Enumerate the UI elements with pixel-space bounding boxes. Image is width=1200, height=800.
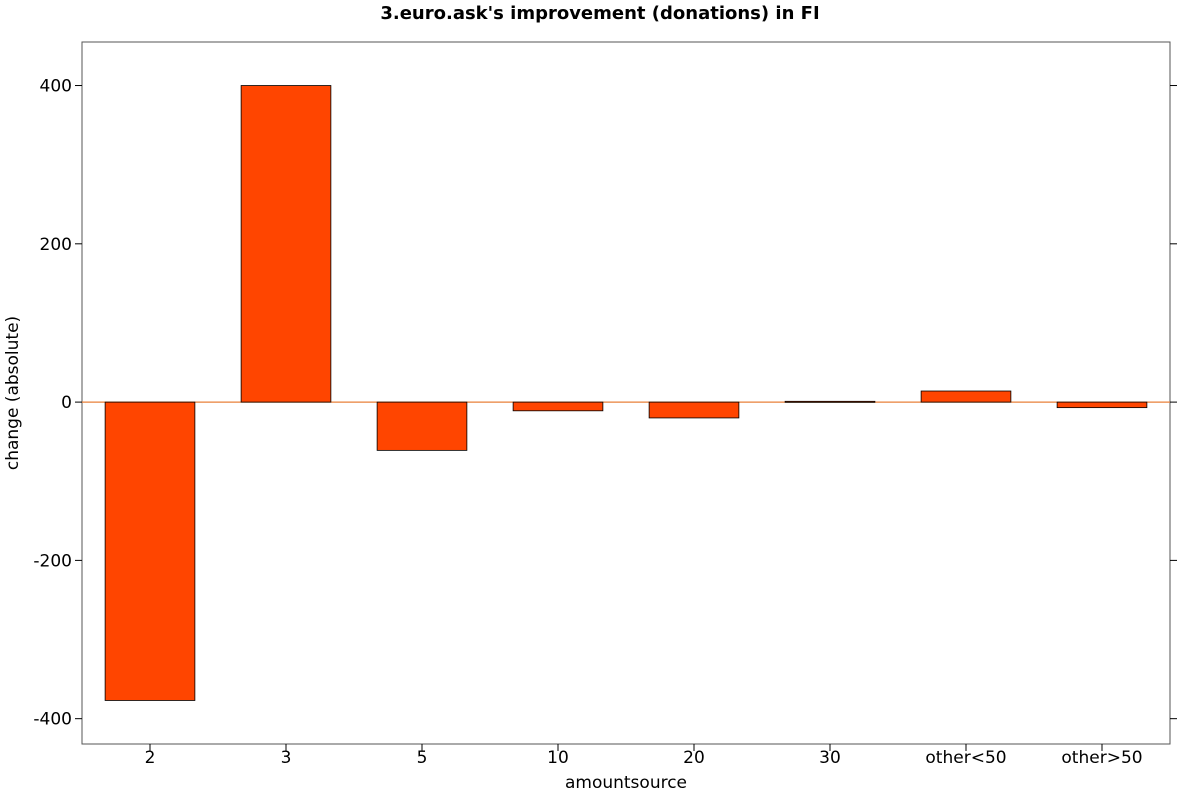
bar: [104, 401, 196, 701]
y-tick-label: 0: [61, 393, 72, 413]
x-tick-label: 20: [683, 748, 705, 768]
x-tick-label: 10: [547, 748, 569, 768]
bar: [1056, 401, 1148, 409]
y-axis-label: change (absolute): [3, 316, 23, 470]
x-tick-label: 3: [281, 748, 292, 768]
bar: [920, 390, 1012, 403]
y-tick-label: 200: [40, 235, 72, 255]
x-tick-label: 30: [819, 748, 841, 768]
bar: [512, 401, 604, 412]
x-tick-label: 5: [417, 748, 428, 768]
bar: [784, 400, 876, 403]
y-tick-label: -200: [33, 551, 72, 571]
plot-area: -400 -200 0 200 400 2 3 5 10 20 30 other<50 other>50: [33, 41, 1177, 768]
bar: [376, 401, 468, 451]
x-tick-label: other<50: [925, 748, 1006, 768]
chart-title: 3.euro.ask's improvement (donations) in …: [380, 3, 819, 24]
x-tick-label: 2: [145, 748, 156, 768]
x-tick-label: other>50: [1061, 748, 1142, 768]
bar: [648, 401, 740, 419]
x-axis-label: amountsource: [565, 773, 687, 793]
bar: [240, 85, 332, 403]
y-tick-label: -400: [33, 710, 72, 730]
y-tick-label: 400: [40, 77, 72, 97]
plot-frame: [81, 41, 1171, 745]
